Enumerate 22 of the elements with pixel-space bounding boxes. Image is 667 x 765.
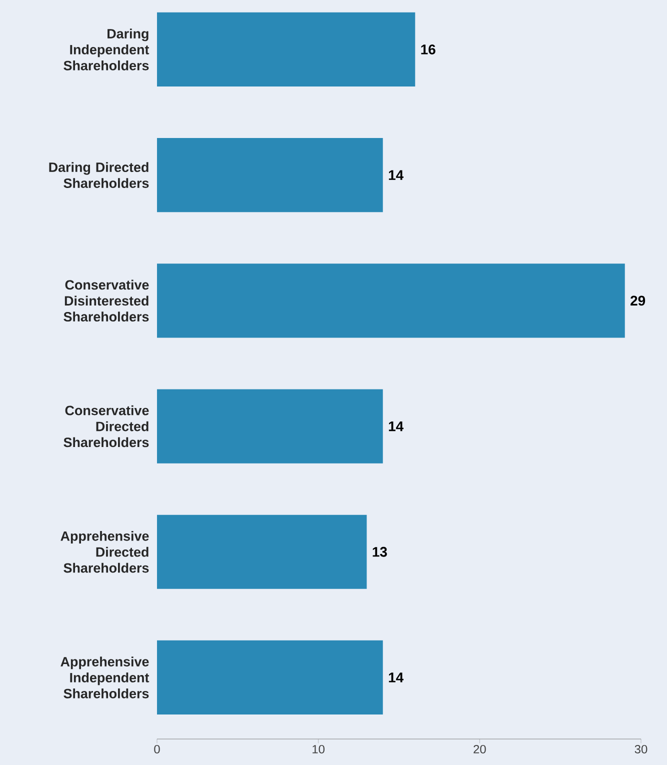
- y-tick-label: Daring Directed Shareholders: [49, 162, 149, 188]
- bar: [157, 138, 383, 212]
- bar: [157, 264, 625, 338]
- x-tick-label: 10: [312, 744, 325, 754]
- x-tick-label: 0: [154, 744, 160, 754]
- bar: [157, 389, 383, 464]
- data-label: 13: [372, 546, 387, 557]
- y-tick-label: Conservative Disinterested Shareholders: [64, 280, 149, 322]
- y-tick-label: Daring Independent Shareholders: [64, 28, 150, 70]
- y-tick-label: Apprehensive Directed Shareholders: [60, 530, 149, 573]
- data-label: 29: [630, 296, 646, 306]
- data-label: 14: [388, 170, 404, 180]
- data-label: 14: [388, 672, 404, 682]
- y-tick-label: Conservative Directed Shareholders: [64, 405, 149, 448]
- bar: [157, 640, 383, 715]
- x-tick-label: 20: [474, 744, 486, 754]
- x-tick-label: 30: [634, 744, 648, 754]
- y-tick-label: Apprehensive Independent Shareholders: [60, 656, 150, 698]
- bar: [157, 12, 416, 87]
- data-label: 16: [421, 44, 436, 54]
- bar: [157, 514, 367, 589]
- data-label: 14: [388, 421, 404, 432]
